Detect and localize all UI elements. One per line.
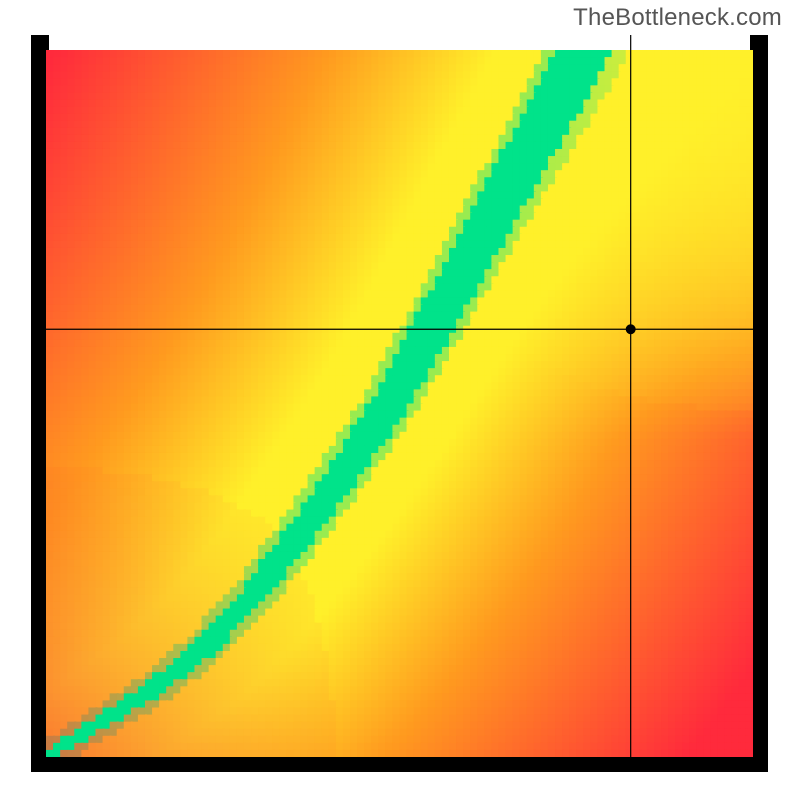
heatmap-canvas [31, 35, 768, 772]
watermark-text: TheBottleneck.com [573, 4, 782, 32]
chart-container: TheBottleneck.com [0, 0, 800, 800]
